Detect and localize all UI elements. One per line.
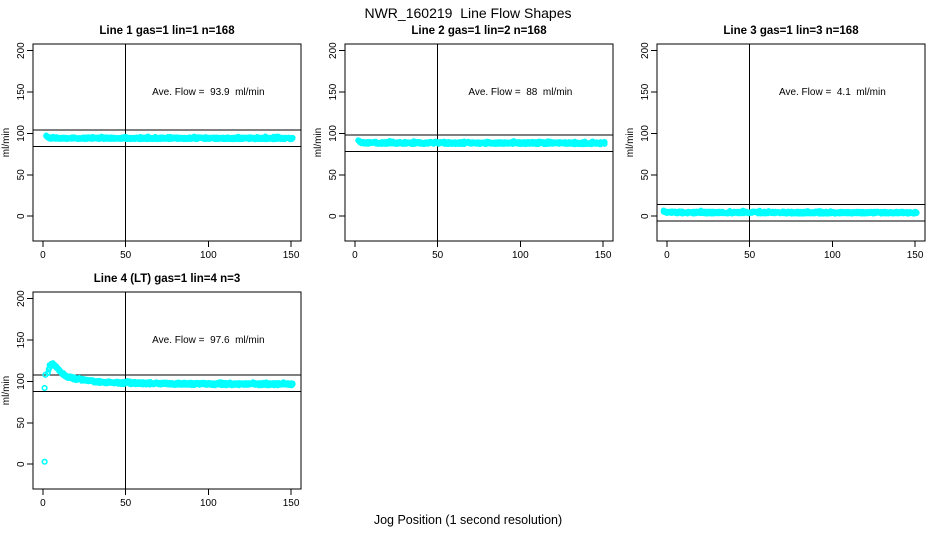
y-tick-label: 150 [16, 331, 27, 348]
outlier-point [41, 384, 48, 392]
x-axis-label: Jog Position (1 second resolution) [373, 513, 563, 527]
y-tick-label: 200 [640, 42, 651, 59]
panel-title: Line 1 gas=1 lin=1 n=168 [99, 25, 235, 37]
ave-flow-annotation: Ave. Flow = 4.1 ml/min [779, 87, 886, 98]
y-tick-label: 100 [328, 125, 339, 142]
x-tick-label: 0 [40, 498, 46, 509]
y-tick-label: 0 [328, 213, 339, 219]
plot-box [656, 43, 926, 242]
y-axis-title: ml/min [1, 128, 12, 157]
y-tick-label: 150 [16, 83, 27, 100]
ave-flow-annotation: Ave. Flow = 97.6 ml/min [152, 335, 264, 346]
data-points [43, 132, 296, 143]
y-tick-label: 0 [16, 213, 27, 219]
y-axis: 0 50 100 150 200 [640, 42, 657, 219]
panel-line-2: 0 50 100 150 0 50 100 150 200 ml/min Line 2 gas=1 … [312, 20, 624, 268]
y-tick-label: 150 [640, 83, 651, 100]
y-tick-label: 100 [16, 373, 27, 390]
ave-flow-annotation: Ave. Flow = 88 ml/min [468, 87, 572, 98]
x-tick-label: 100 [200, 498, 217, 509]
y-tick-label: 0 [640, 213, 651, 219]
y-axis: 0 50 100 150 200 [328, 42, 345, 219]
x-tick-label: 0 [352, 250, 358, 261]
x-tick-label: 0 [40, 250, 46, 261]
y-axis-title: ml/min [313, 128, 324, 157]
y-tick-label: 200 [16, 42, 27, 59]
y-tick-label: 0 [16, 461, 27, 467]
panel-line-1: 0 50 100 150 0 50 100 150 200 ml/min Line 1 gas=1 … [0, 20, 312, 268]
figure-title: NWR_160219 Line Flow Shapes [364, 5, 572, 21]
y-tick-label: 50 [328, 169, 339, 181]
x-tick-label: 100 [824, 250, 841, 261]
x-tick-label: 50 [744, 250, 756, 261]
y-tick-label: 100 [640, 125, 651, 142]
panel-title: Line 2 gas=1 lin=2 n=168 [411, 25, 547, 37]
y-tick-label: 50 [16, 417, 27, 429]
reference-lines [657, 44, 925, 241]
x-axis: 0 50 100 150 [40, 489, 300, 509]
y-tick-label: 200 [16, 290, 27, 307]
chart-svg-line-1: 0 50 100 150 0 50 100 150 200 ml/min Line 1 gas=1 … [1, 25, 302, 261]
chart-svg-line-2: 0 50 100 150 0 50 100 150 200 ml/min Line 2 gas=1 … [313, 25, 614, 261]
plot-box [32, 43, 302, 242]
x-tick-label: 50 [432, 250, 444, 261]
data-points [355, 137, 608, 148]
x-tick-label: 50 [120, 250, 132, 261]
chart-svg-line-3: 0 50 100 150 0 50 100 150 200 ml/min Line 3 gas=1 … [625, 25, 926, 261]
y-axis: 0 50 100 150 200 [16, 290, 33, 467]
x-axis: 0 50 100 150 [40, 241, 300, 261]
x-tick-label: 150 [907, 250, 924, 261]
y-axis-title: ml/min [625, 128, 636, 157]
x-tick-label: 100 [512, 250, 529, 261]
x-tick-label: 150 [283, 498, 300, 509]
y-tick-label: 50 [16, 169, 27, 181]
plot-box [32, 291, 302, 490]
x-tick-label: 150 [595, 250, 612, 261]
panel-title: Line 3 gas=1 lin=3 n=168 [723, 25, 859, 37]
chart-svg-line-4: 0 50 100 150 0 50 100 150 200 ml/min Line 4 (LT) g… [1, 273, 302, 509]
x-tick-label: 150 [283, 250, 300, 261]
panel-line-4: 0 50 100 150 0 50 100 150 200 ml/min Line 4 (LT) g… [0, 268, 312, 516]
panel-line-3: 0 50 100 150 0 50 100 150 200 ml/min Line 3 gas=1 … [624, 20, 936, 268]
y-tick-label: 200 [328, 42, 339, 59]
data-points [41, 360, 296, 465]
outlier-point [41, 458, 48, 465]
plot-box [344, 43, 614, 242]
data-points [660, 207, 920, 217]
panel-title: Line 4 (LT) gas=1 lin=4 n=3 [94, 273, 240, 285]
x-tick-label: 0 [664, 250, 670, 261]
x-axis: 0 50 100 150 [352, 241, 612, 261]
y-tick-label: 50 [640, 169, 651, 181]
x-tick-label: 100 [200, 250, 217, 261]
reference-lines [33, 292, 301, 489]
y-tick-label: 100 [16, 125, 27, 142]
y-axis: 0 50 100 150 200 [16, 42, 33, 219]
ave-flow-annotation: Ave. Flow = 93.9 ml/min [152, 87, 264, 98]
x-axis: 0 50 100 150 [664, 241, 924, 261]
y-axis-title: ml/min [1, 376, 12, 405]
outlier-point [42, 371, 49, 378]
x-tick-label: 50 [120, 498, 132, 509]
y-tick-label: 150 [328, 83, 339, 100]
reference-lines [33, 44, 301, 241]
